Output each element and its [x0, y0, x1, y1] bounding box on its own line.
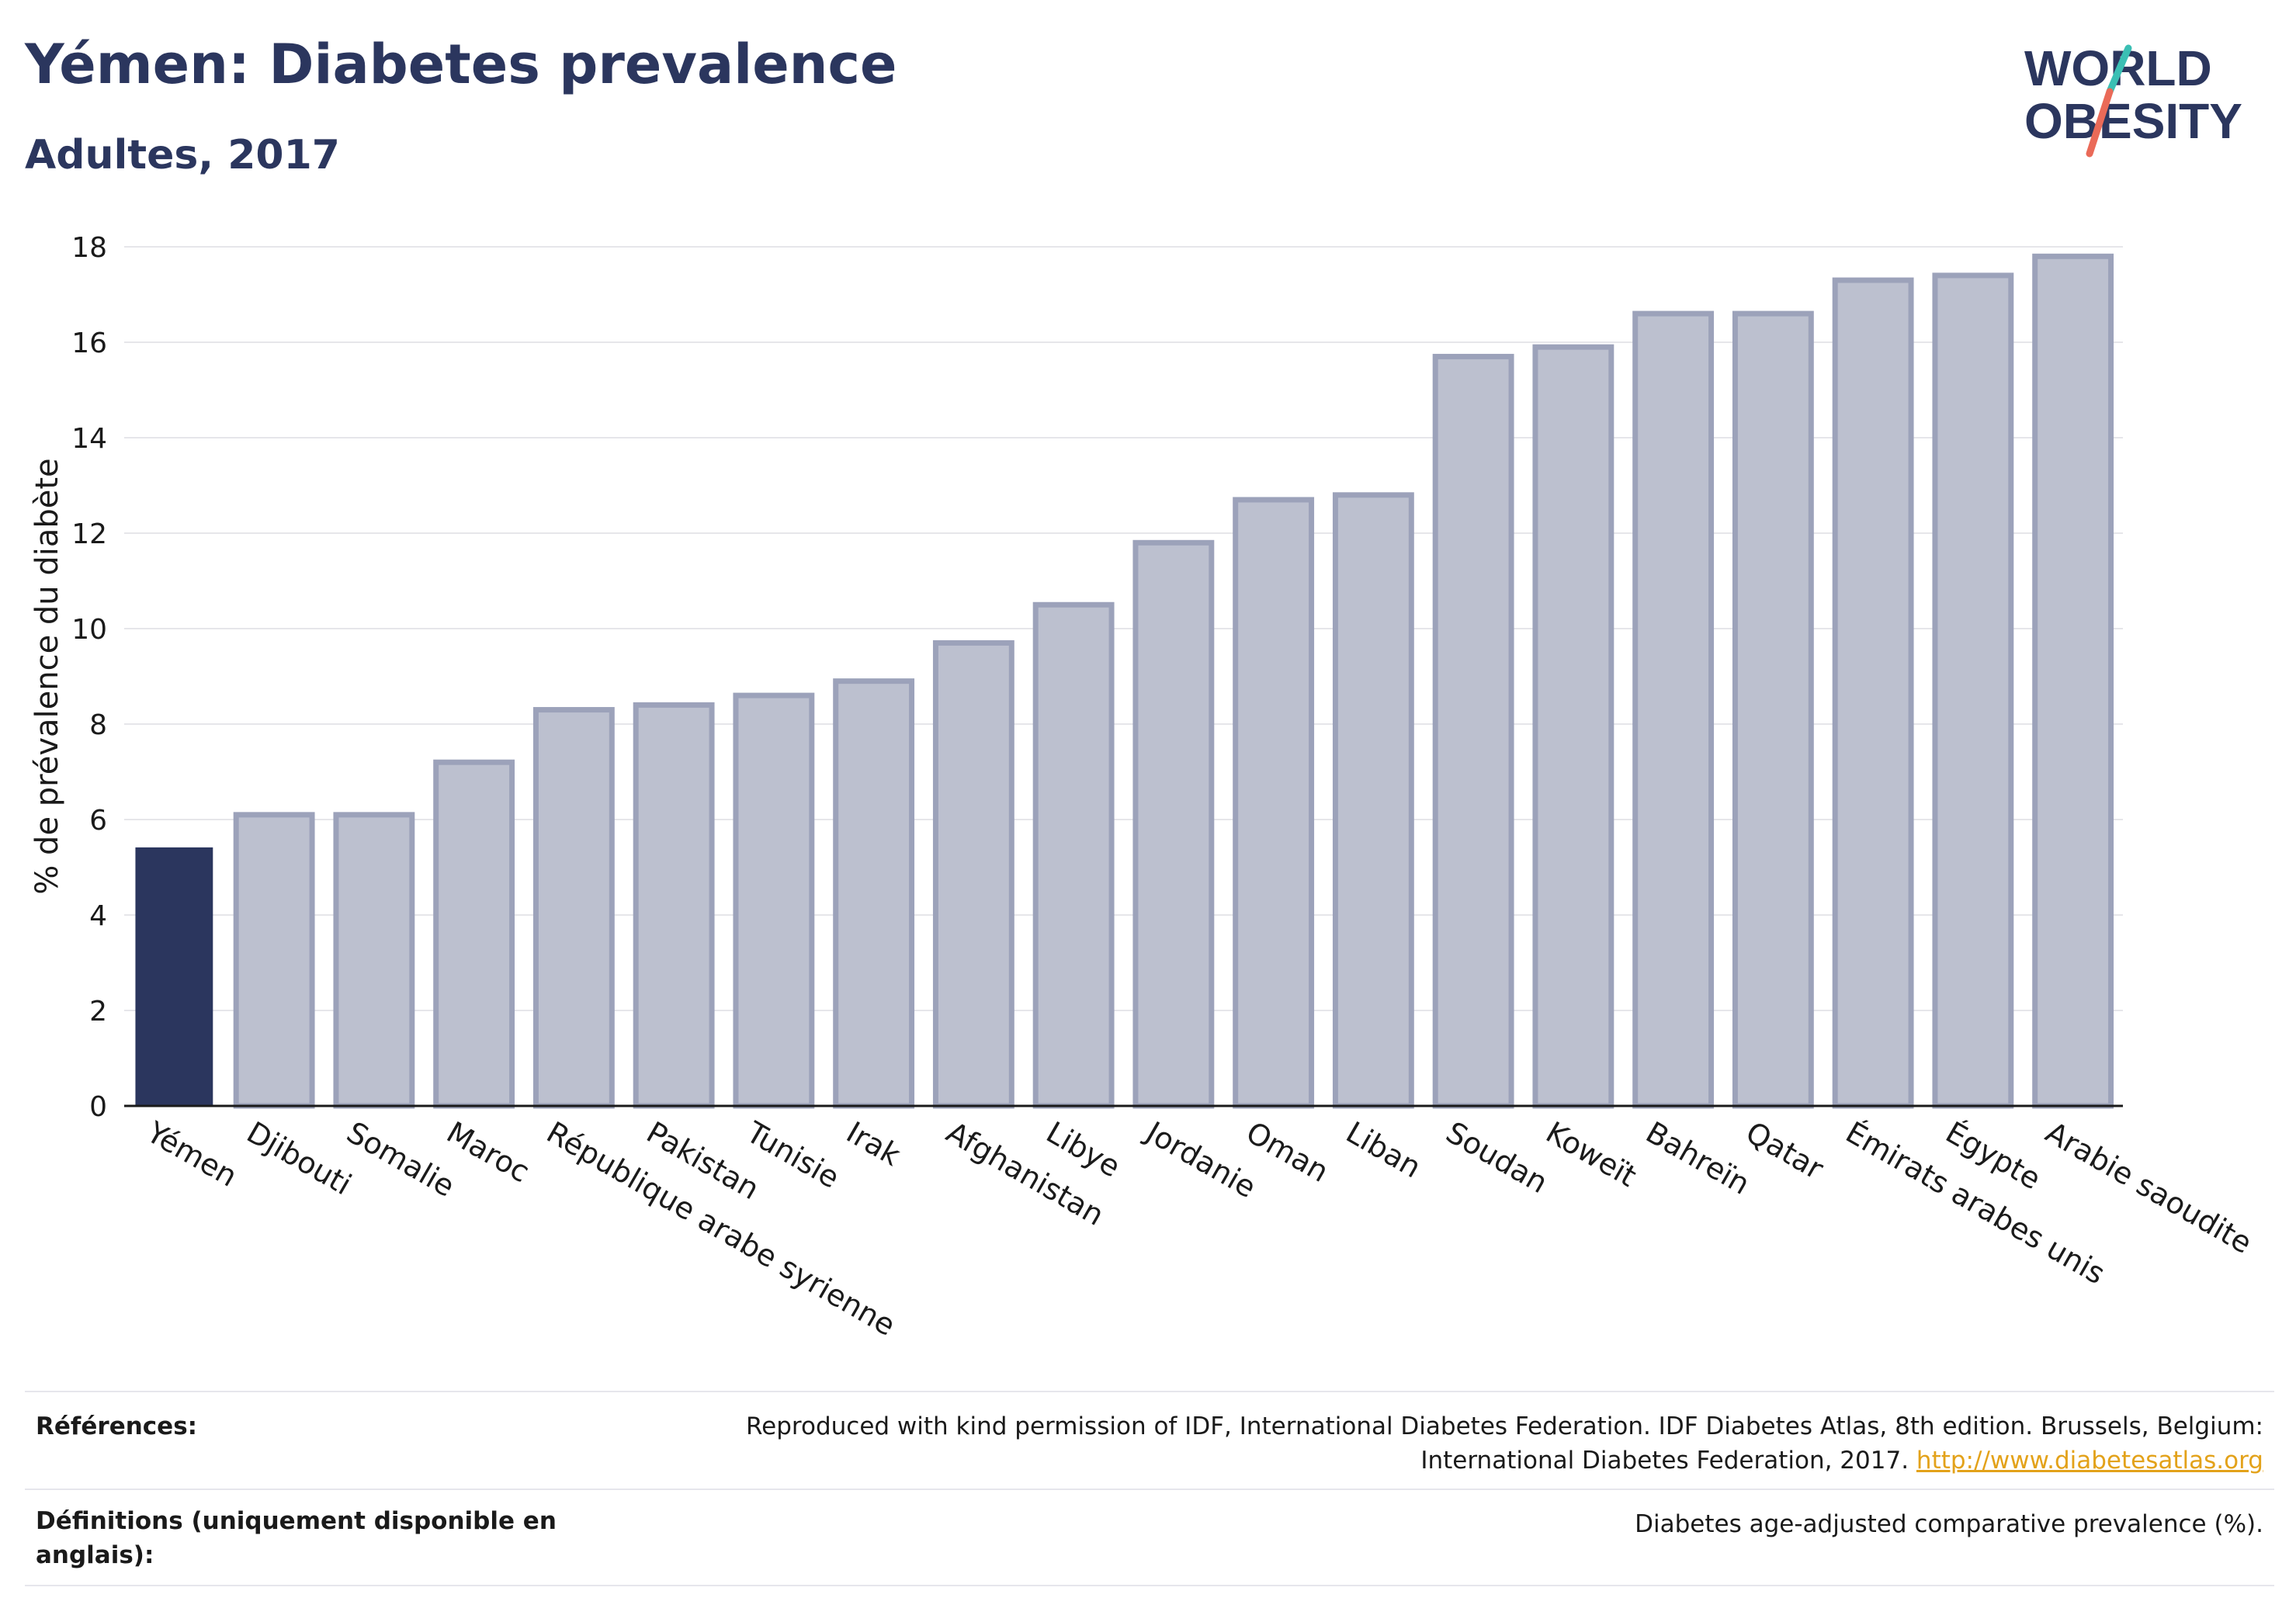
- logo-line2: OBESITY: [2024, 93, 2242, 149]
- definitions-text: Diabetes age-adjusted comparative preval…: [1635, 1510, 2263, 1538]
- bar-5: [633, 702, 715, 1109]
- bar-0: [135, 847, 213, 1107]
- x-tick-label: Soudan: [1441, 1115, 1554, 1201]
- bar-13: [1432, 353, 1514, 1109]
- bar-12: [1332, 492, 1414, 1109]
- x-tick-label: Bahreïn: [1640, 1115, 1756, 1201]
- bar-1: [233, 812, 315, 1109]
- definitions-label: Définitions (uniquement disponible en an…: [36, 1507, 557, 1569]
- divider: [25, 1489, 2274, 1490]
- bar-chart: 0 2 4 6 8 10 12 14 16 18 YémenDjiboutiSomalieMaro…: [29, 232, 2258, 1343]
- x-tick-label: Qatar: [1740, 1115, 1830, 1187]
- grid-lines: [124, 246, 2123, 1011]
- bars: [135, 253, 2114, 1109]
- y-tick-label: 2: [89, 996, 107, 1028]
- references-text-line2: International Diabetes Federation, 2017.: [1420, 1447, 1909, 1475]
- y-tick-label: 6: [89, 805, 107, 837]
- bar-8: [932, 639, 1014, 1109]
- x-tick-label: Yémen: [140, 1114, 243, 1194]
- world-obesity-logo: WORLD OBESITY: [2024, 40, 2242, 158]
- bar-2: [333, 812, 415, 1109]
- y-tick-label: 18: [71, 232, 107, 264]
- bar-9: [1032, 601, 1115, 1109]
- references-text-line1: Reproduced with kind permission of IDF, …: [746, 1412, 2263, 1440]
- y-tick-label: 12: [71, 518, 107, 550]
- bar-6: [733, 692, 815, 1109]
- y-tick-label: 4: [89, 900, 107, 932]
- references-link[interactable]: http://www.diabetesatlas.org: [1916, 1447, 2263, 1475]
- bar-14: [1532, 344, 1614, 1109]
- x-tick-label: République arabe syrienne: [541, 1115, 901, 1343]
- bar-10: [1132, 539, 1215, 1109]
- bar-11: [1233, 497, 1315, 1109]
- references-text: Reproduced with kind permission of IDF, …: [711, 1409, 2263, 1478]
- x-tick-label: Irak: [841, 1115, 906, 1173]
- logo-slash-coral: [2086, 88, 2114, 158]
- y-tick-label: 0: [89, 1091, 107, 1123]
- chart-title: Yémen: Diabetes prevalence: [25, 33, 897, 96]
- divider: [25, 1585, 2274, 1586]
- bar-7: [833, 678, 915, 1109]
- y-tick-labels: 0 2 4 6 8 10 12 14 16 18: [71, 232, 107, 1123]
- x-tick-label: Jordanie: [1139, 1114, 1262, 1205]
- bar-18: [1932, 272, 2014, 1109]
- bar-17: [1832, 277, 1914, 1109]
- x-tick-label: Somalie: [341, 1115, 460, 1204]
- bar-19: [2032, 253, 2114, 1109]
- references-label: Références:: [36, 1412, 198, 1440]
- bar-15: [1632, 310, 1715, 1109]
- bar-4: [532, 707, 615, 1109]
- bar-16: [1732, 310, 1814, 1109]
- x-tick-label: Koweït: [1540, 1115, 1642, 1194]
- y-axis-label: % de prévalence du diabète: [29, 458, 65, 894]
- bar-3: [433, 759, 515, 1109]
- x-tick-label: Djibouti: [241, 1115, 358, 1202]
- y-tick-label: 14: [71, 423, 107, 455]
- y-tick-label: 16: [71, 328, 107, 359]
- chart-subtitle: Adultes, 2017: [25, 132, 340, 178]
- divider: [25, 1391, 2274, 1392]
- logo-slash-teal: [2106, 44, 2132, 95]
- x-tick-label: Liban: [1340, 1115, 1427, 1185]
- y-tick-label: 10: [71, 614, 107, 646]
- y-tick-label: 8: [89, 709, 107, 741]
